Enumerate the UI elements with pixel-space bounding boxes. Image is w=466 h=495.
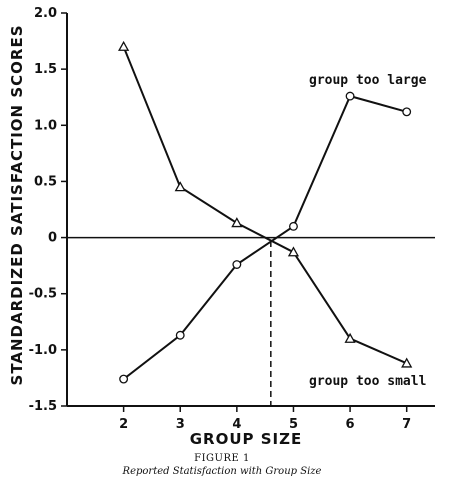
data-point-group-too-small (231, 217, 243, 228)
data-point-group-too-large (119, 374, 129, 384)
y-tick-label: 1.5 (34, 62, 57, 77)
y-axis-title: STANDARDIZED SATISFACTION SCORES (8, 25, 26, 386)
x-tick-label: 2 (119, 417, 128, 432)
figure-number: FIGURE 1 (194, 453, 250, 464)
x-tick-label: 7 (402, 417, 411, 432)
series-line-group-too-large (122, 94, 407, 380)
y-tick-label: 0.5 (34, 174, 57, 189)
data-point-group-too-large (175, 330, 185, 340)
x-tick-label: 3 (176, 417, 185, 432)
figure-caption: Reported Statisfaction with Group Size (122, 466, 322, 477)
data-point-group-too-small (174, 181, 186, 192)
y-tick-label: -0.5 (29, 287, 57, 302)
data-point-group-too-small (401, 357, 413, 368)
data-point-group-too-small (118, 40, 130, 51)
series-lines (122, 46, 408, 380)
series-markers (118, 40, 413, 384)
x-tick-label: 4 (232, 417, 241, 432)
data-point-group-too-large (289, 221, 298, 231)
legend-label-group-too-large: group too large (309, 73, 427, 88)
x-tick-label: 6 (346, 417, 355, 432)
data-point-group-too-small (344, 332, 356, 343)
y-tick-label: 1.0 (34, 118, 57, 133)
data-point-group-too-large (402, 107, 412, 117)
data-point-group-too-small (287, 246, 300, 257)
y-tick-label: 2.0 (34, 6, 57, 21)
x-ticks: 2 3 4 5 6 7 (119, 406, 411, 432)
data-point-group-too-large (345, 91, 355, 101)
data-point-group-too-large (232, 260, 242, 269)
y-tick-label: 0 (48, 231, 57, 246)
y-tick-label: -1.0 (29, 343, 57, 358)
axes (66, 13, 435, 407)
y-tick-label: -1.5 (29, 399, 57, 414)
x-tick-label: 5 (289, 417, 298, 432)
legend-label-group-too-small: group too small (309, 374, 426, 389)
y-ticks: 2.0 1.5 1.0 0.5 0 -0.5 -1.0 -1.5 (29, 6, 67, 414)
x-axis-title: GROUP SIZE (190, 430, 303, 448)
series-line-group-too-small (122, 46, 408, 365)
